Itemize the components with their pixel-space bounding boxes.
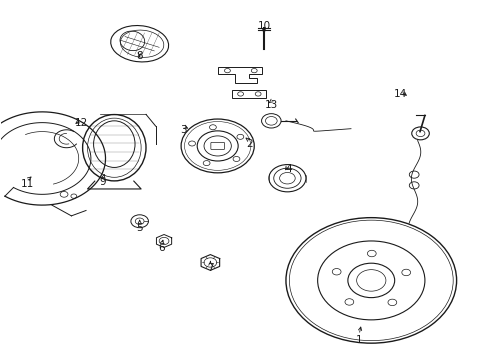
Text: 7: 7	[206, 263, 213, 273]
Text: 13: 13	[264, 100, 277, 110]
Text: 2: 2	[245, 139, 252, 149]
Text: 14: 14	[393, 89, 407, 99]
Text: 3: 3	[180, 125, 186, 135]
Text: 1: 1	[355, 334, 362, 345]
Text: 9: 9	[100, 177, 106, 187]
Text: 11: 11	[21, 179, 34, 189]
Text: 5: 5	[136, 224, 142, 233]
Text: 4: 4	[285, 164, 291, 174]
Text: 12: 12	[74, 118, 87, 128]
Text: 10: 10	[257, 21, 270, 31]
Text: 6: 6	[158, 243, 164, 253]
Text: 8: 8	[136, 51, 142, 61]
